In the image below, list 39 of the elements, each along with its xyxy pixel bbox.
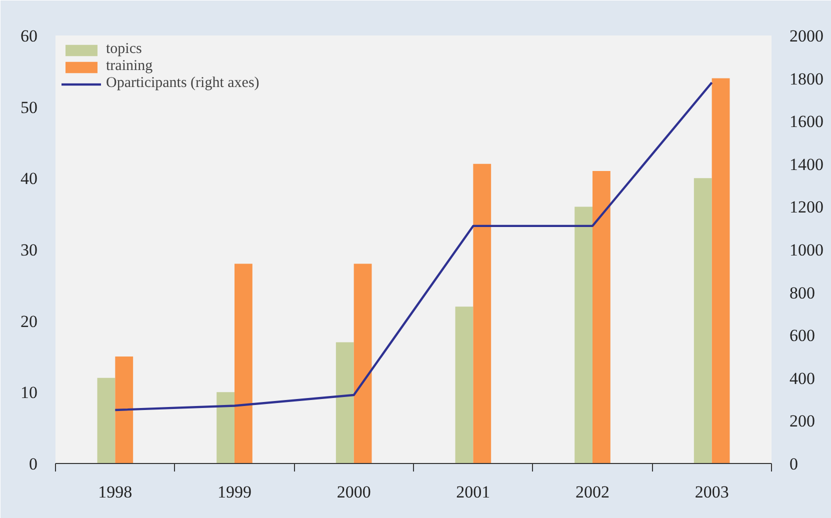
x-tick-label: 1999 xyxy=(218,482,252,502)
y2-tick-label: 1800 xyxy=(790,69,824,88)
bar xyxy=(97,378,116,464)
bar xyxy=(712,78,730,464)
bar xyxy=(592,171,610,464)
y-tick-label: 50 xyxy=(20,98,38,117)
y2-tick-label: 0 xyxy=(790,454,798,474)
x-tick-label: 2003 xyxy=(694,482,729,502)
bar xyxy=(336,342,354,464)
x-tick-label: 2000 xyxy=(336,482,371,502)
y2-tick-label: 1400 xyxy=(790,154,824,174)
bar xyxy=(473,164,492,464)
y-tick-label: 20 xyxy=(20,312,38,331)
y2-tick-label: 1000 xyxy=(790,240,824,260)
bar xyxy=(694,178,712,464)
y2-tick-label: 2000 xyxy=(790,26,824,46)
y-tick-label: 10 xyxy=(20,383,38,402)
y2-tick-label: 600 xyxy=(790,326,815,346)
bar xyxy=(574,206,592,464)
y-tick-label: 60 xyxy=(20,26,38,46)
bar xyxy=(115,356,134,464)
bar xyxy=(234,264,252,464)
legend-label: Oparticipants (right axes) xyxy=(106,75,260,92)
legend-label: training xyxy=(106,58,153,75)
legend-label: topics xyxy=(106,41,142,58)
y2-tick-label: 800 xyxy=(790,283,815,302)
y2-tick-label: 1200 xyxy=(790,198,824,217)
y2-tick-label: 400 xyxy=(790,368,815,388)
y-tick-label: 40 xyxy=(20,169,38,188)
x-tick-label: 2002 xyxy=(576,482,610,502)
bar xyxy=(216,392,234,464)
y-tick-label: 0 xyxy=(29,454,38,474)
bar xyxy=(354,264,372,464)
x-tick-label: 2001 xyxy=(456,482,490,502)
y2-tick-label: 1600 xyxy=(790,112,824,132)
y-tick-label: 30 xyxy=(20,240,38,260)
bar xyxy=(455,306,474,464)
x-tick-label: 1998 xyxy=(98,482,132,502)
y2-tick-label: 200 xyxy=(790,412,815,431)
